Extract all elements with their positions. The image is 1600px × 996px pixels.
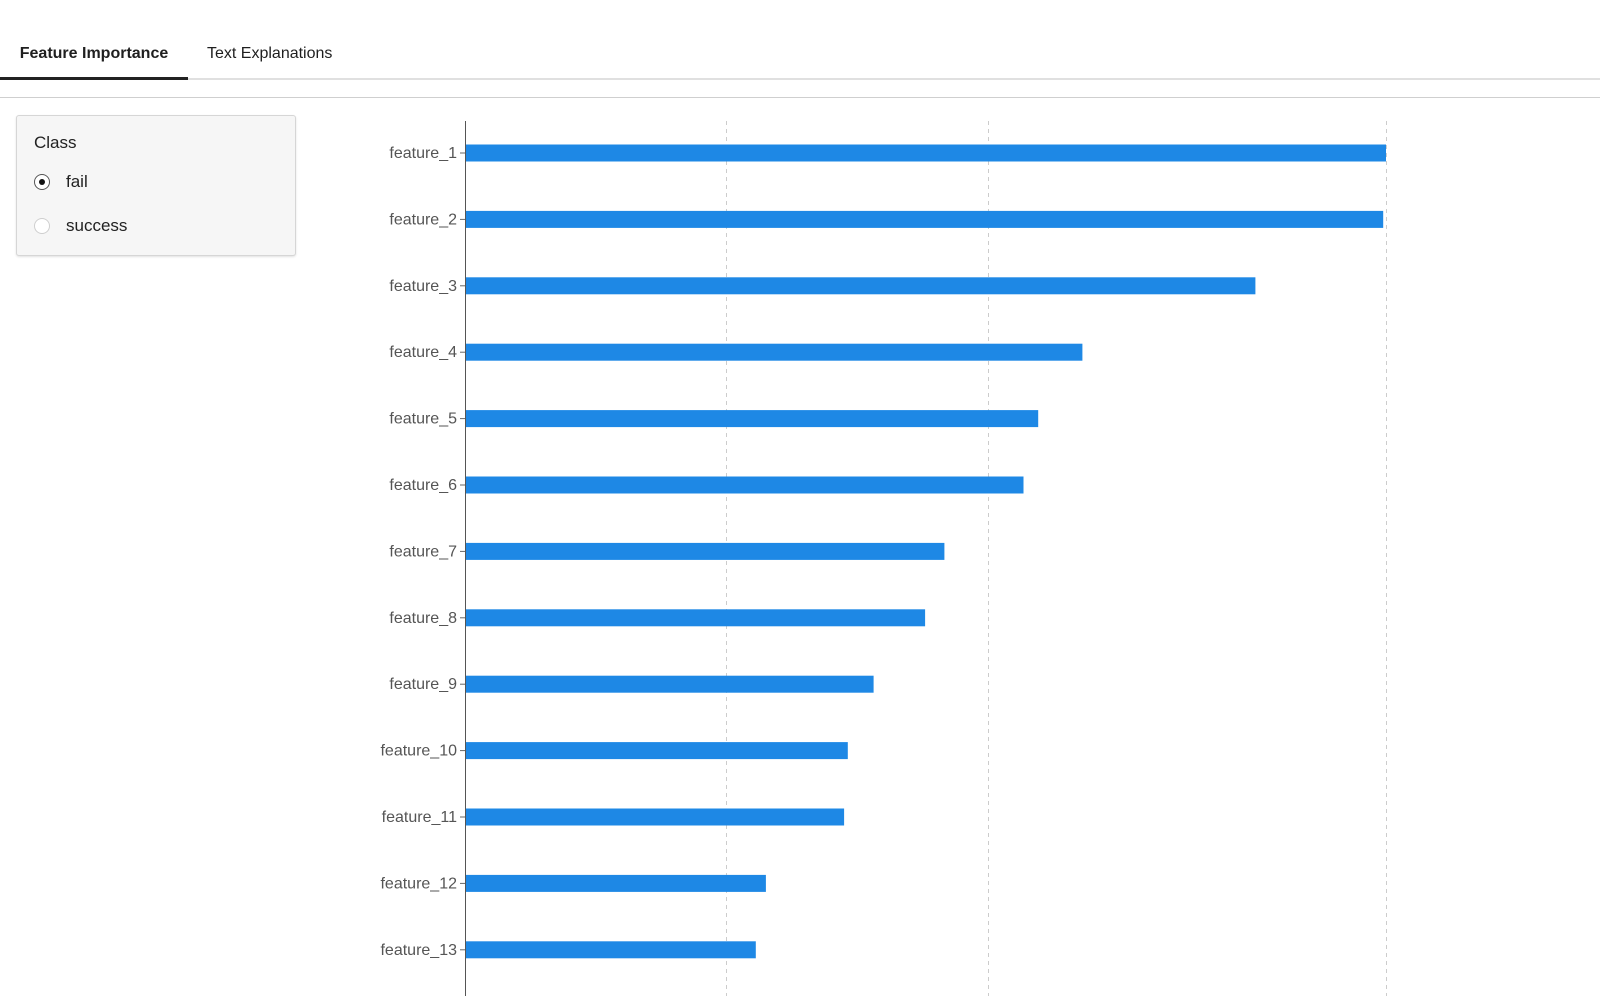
bar-feature_2 [466, 210, 1384, 228]
bar-feature_11 [466, 808, 845, 826]
class-filter-panel: Class fail success [16, 115, 296, 256]
bar-feature_13 [466, 941, 756, 959]
y-tick-label: feature_9 [389, 676, 457, 693]
radio-unchecked-icon[interactable] [34, 218, 50, 234]
bar-feature_4 [466, 343, 1083, 361]
y-tick-label: feature_1 [389, 145, 457, 162]
tab-feature-importance[interactable]: Feature Importance [0, 30, 188, 80]
y-tick-label: feature_7 [389, 543, 457, 560]
y-tick-label: feature_6 [389, 477, 457, 494]
content-divider [0, 97, 1600, 98]
tab-text-explanations-label: Text Explanations [207, 45, 333, 62]
y-tick-label: feature_13 [380, 942, 457, 959]
bar-feature_7 [466, 542, 945, 560]
y-tick-label: feature_5 [389, 411, 457, 428]
bar-feature_12 [466, 874, 766, 892]
y-tick-label: feature_3 [389, 278, 457, 295]
bar-feature_3 [466, 277, 1256, 295]
y-tick-label: feature_11 [382, 809, 457, 826]
bar-feature_5 [466, 410, 1039, 428]
y-tick-label: feature_12 [380, 875, 457, 892]
tab-feature-importance-label: Feature Importance [19, 45, 169, 62]
bar-feature_9 [466, 675, 874, 693]
y-tick-label: feature_4 [389, 344, 457, 361]
class-option-fail-label: fail [66, 172, 88, 191]
bar-feature_1 [466, 144, 1386, 162]
y-tick-label: feature_2 [389, 211, 457, 228]
bar-feature_8 [466, 609, 926, 627]
class-filter-title: Class [34, 133, 77, 152]
tab-text-explanations[interactable]: Text Explanations [207, 30, 332, 78]
bar-feature_10 [466, 742, 848, 760]
bar-feature_6 [466, 476, 1024, 494]
y-tick-label: feature_8 [389, 610, 457, 627]
y-tick-label: feature_10 [380, 743, 457, 760]
class-option-success-label: success [66, 216, 128, 235]
radio-checked-icon[interactable] [34, 174, 50, 190]
tab-bar: Feature Importance Text Explanations [0, 30, 1600, 80]
active-tab-indicator [0, 77, 188, 80]
